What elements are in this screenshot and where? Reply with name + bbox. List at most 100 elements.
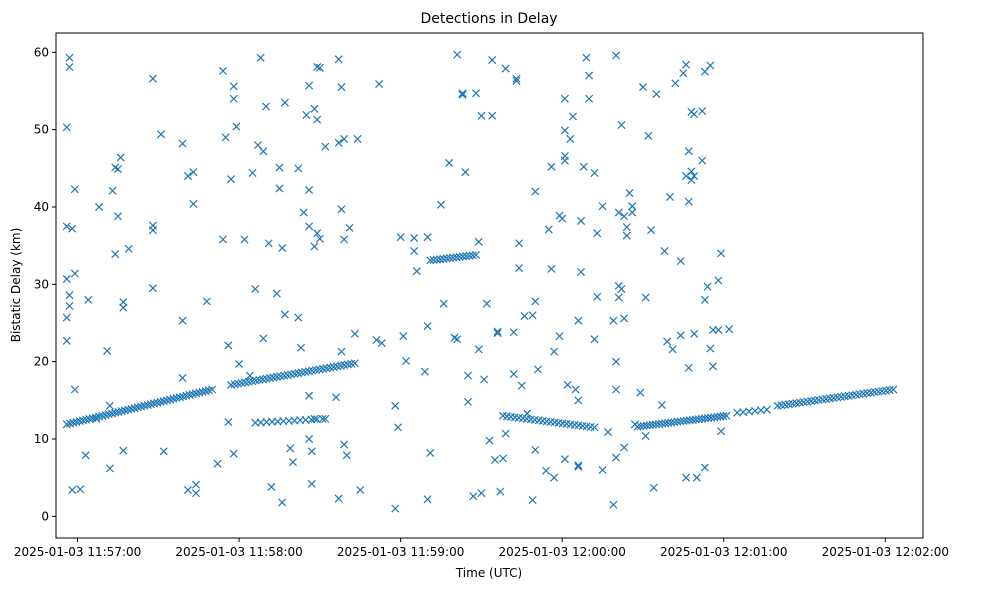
data-point: [472, 89, 481, 98]
data-point: [684, 363, 693, 372]
data-point: [652, 90, 661, 99]
data-point: [267, 482, 276, 491]
data-point: [620, 443, 629, 452]
data-point: [474, 345, 483, 354]
data-point: [700, 295, 709, 304]
data-point: [278, 498, 287, 507]
data-point: [452, 253, 461, 262]
y-tick-label: 50: [34, 123, 49, 137]
data-point: [609, 500, 618, 509]
data-point: [259, 334, 268, 343]
data-point: [682, 473, 691, 482]
data-point: [488, 111, 497, 120]
data-point: [574, 316, 583, 325]
data-point: [598, 202, 607, 211]
y-tick-label: 20: [34, 355, 49, 369]
data-point: [296, 343, 306, 352]
data-point: [520, 312, 529, 321]
data-point: [340, 440, 349, 449]
data-point: [124, 244, 133, 253]
data-point: [698, 156, 707, 165]
data-point: [490, 455, 499, 464]
data-point: [622, 223, 631, 232]
data-point: [612, 453, 621, 462]
data-point: [310, 414, 319, 423]
data-point: [310, 104, 319, 113]
x-tick-label: 2025-01-03 12:01:00: [660, 545, 787, 559]
data-point: [148, 284, 157, 293]
data-point: [660, 247, 669, 256]
data-point: [68, 486, 77, 495]
x-tick-label: 2025-01-03 11:58:00: [175, 545, 302, 559]
data-point: [585, 94, 594, 103]
data-point: [463, 397, 472, 406]
data-point: [542, 466, 551, 475]
data-point: [590, 335, 599, 344]
data-point: [420, 367, 429, 376]
data-point: [70, 185, 79, 194]
data-point: [393, 423, 402, 432]
data-point: [469, 492, 478, 501]
y-axis-label: Bistatic Delay (km): [9, 228, 23, 343]
data-point: [299, 208, 308, 217]
data-point: [391, 504, 400, 513]
data-point: [65, 53, 74, 62]
data-point: [509, 328, 518, 337]
data-point: [641, 293, 650, 302]
data-point: [698, 107, 707, 116]
data-point: [423, 233, 432, 242]
data-point: [482, 299, 491, 308]
data-point: [116, 153, 125, 162]
data-point: [465, 251, 474, 260]
data-point: [396, 233, 405, 242]
data-point: [275, 163, 284, 172]
data-point: [630, 420, 639, 429]
data-point: [439, 299, 448, 308]
data-point: [579, 162, 588, 171]
data-point: [517, 381, 526, 390]
data-point: [501, 429, 510, 438]
data-point: [574, 462, 583, 471]
data-point: [305, 222, 314, 231]
data-point: [248, 168, 257, 178]
data-point: [477, 111, 486, 120]
data-point: [442, 254, 451, 263]
data-point: [436, 255, 445, 264]
data-point: [337, 83, 346, 92]
data-point: [458, 252, 467, 261]
data-point: [480, 375, 489, 384]
data-point: [512, 76, 521, 85]
data-point: [717, 249, 726, 258]
data-point: [189, 168, 198, 177]
data-point: [235, 359, 244, 369]
data-point: [528, 496, 537, 505]
data-point: [700, 463, 709, 472]
data-point: [477, 489, 486, 498]
data-point: [229, 82, 238, 91]
data-point: [275, 184, 284, 193]
data-point: [105, 464, 114, 473]
data-point: [318, 414, 327, 423]
data-point: [706, 61, 715, 70]
data-point: [191, 480, 201, 489]
data-point: [692, 473, 701, 482]
data-point: [577, 216, 586, 225]
data-point: [280, 98, 289, 107]
data-point: [531, 297, 540, 306]
data-point: [62, 123, 71, 132]
y-tick-label: 0: [41, 509, 49, 523]
data-point: [334, 138, 343, 147]
x-axis-label: Time (UTC): [455, 566, 522, 580]
data-point: [113, 212, 122, 221]
data-point: [251, 284, 260, 294]
data-point: [531, 445, 540, 454]
data-point: [432, 255, 441, 264]
data-point: [706, 344, 715, 353]
data-point: [550, 473, 559, 482]
data-point: [148, 74, 157, 83]
data-point: [437, 200, 446, 209]
data-point: [315, 234, 324, 243]
data-point: [313, 115, 322, 124]
data-point: [256, 53, 265, 62]
data-point: [609, 316, 618, 325]
